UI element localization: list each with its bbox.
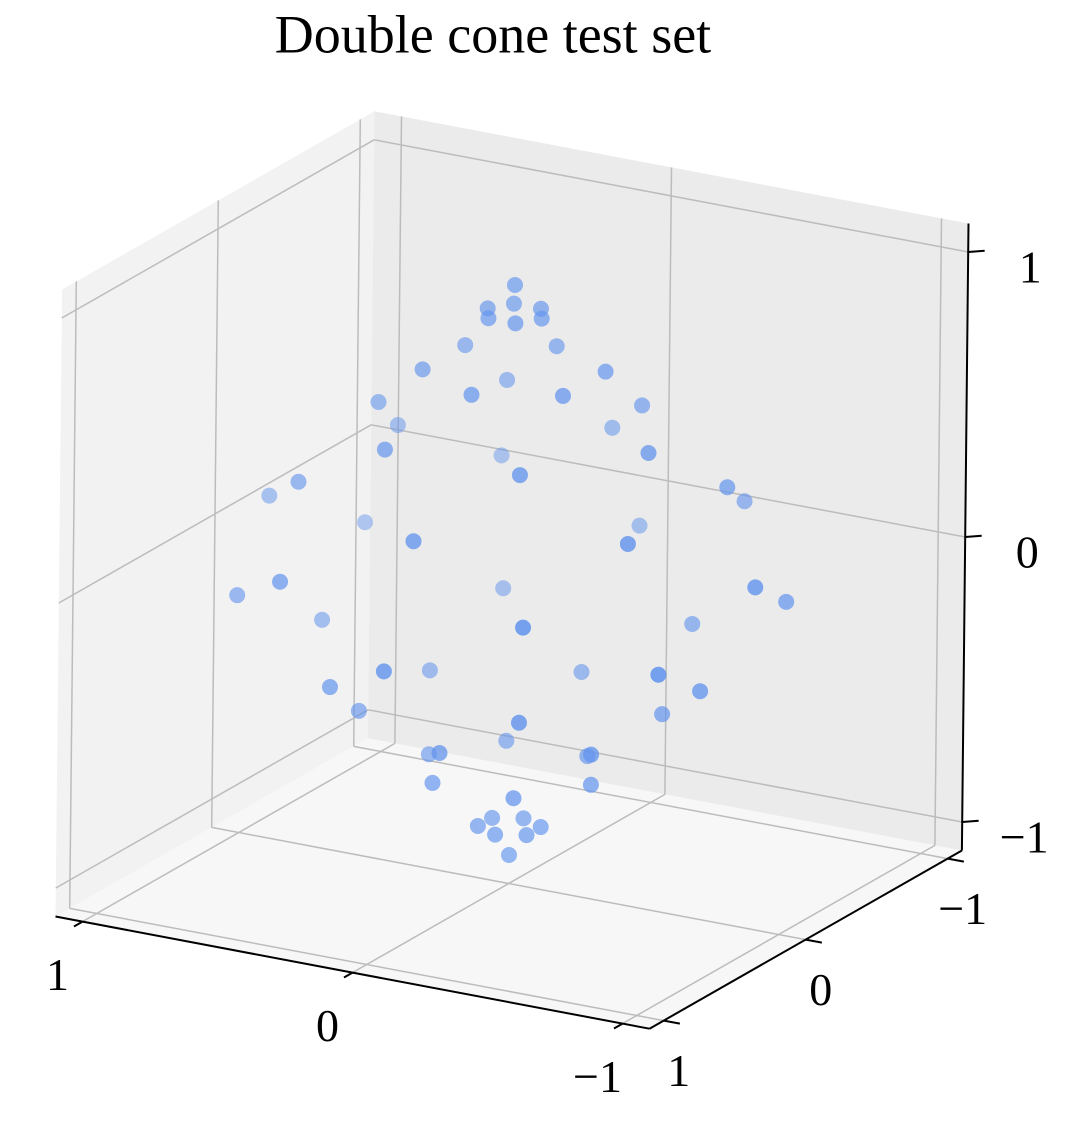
point — [640, 445, 657, 461]
point — [321, 679, 338, 696]
point — [736, 493, 753, 510]
point — [515, 810, 532, 827]
point — [719, 479, 736, 496]
y-axis — [649, 849, 963, 1030]
point — [573, 664, 590, 680]
point — [424, 774, 441, 791]
point — [579, 748, 596, 765]
tick-mark — [968, 249, 985, 253]
point — [619, 535, 636, 552]
point — [370, 394, 387, 410]
tick-mark — [805, 938, 823, 944]
point — [314, 611, 331, 628]
tick-mark — [73, 920, 83, 928]
point — [532, 819, 549, 836]
y-tick-label: 1 — [667, 1045, 690, 1096]
point — [634, 397, 651, 414]
point — [499, 371, 516, 388]
grid-line — [371, 424, 966, 538]
point — [532, 300, 549, 317]
y-tick-label: 0 — [809, 964, 832, 1015]
point — [498, 732, 515, 749]
point — [555, 387, 571, 404]
point — [463, 386, 480, 403]
grid-line — [55, 709, 369, 889]
point — [493, 447, 510, 464]
point — [487, 826, 504, 843]
point — [650, 666, 667, 683]
point — [501, 847, 517, 863]
point — [484, 809, 501, 826]
point — [375, 663, 392, 680]
tick-mark — [965, 534, 982, 538]
grid-line — [353, 745, 948, 860]
point — [414, 361, 431, 378]
point — [357, 514, 373, 531]
point — [507, 277, 523, 293]
tick-mark — [947, 857, 965, 863]
grid-line — [211, 826, 806, 941]
point — [389, 417, 406, 434]
point — [469, 817, 486, 834]
x-tick-label: 0 — [316, 1000, 339, 1051]
point — [511, 467, 528, 484]
tick-mark — [962, 819, 979, 823]
point — [290, 473, 307, 490]
point — [457, 337, 474, 354]
point — [518, 827, 535, 844]
point — [515, 619, 532, 636]
point — [548, 338, 565, 355]
point — [505, 295, 522, 312]
point — [376, 441, 393, 458]
y-tick-label: −1 — [938, 883, 987, 934]
point — [778, 593, 795, 610]
grid-line — [58, 424, 372, 604]
point — [480, 310, 497, 327]
point — [505, 790, 522, 807]
x-tick-label: 1 — [46, 949, 69, 1000]
tick-mark — [613, 1022, 623, 1030]
point — [654, 706, 671, 723]
point — [631, 517, 648, 534]
point — [261, 487, 278, 504]
point — [420, 746, 437, 763]
point — [692, 683, 709, 700]
point — [507, 315, 524, 332]
z-axis — [960, 223, 970, 851]
tick-mark — [663, 1019, 681, 1025]
point — [495, 580, 512, 597]
z-tick-label: 1 — [1019, 242, 1042, 293]
x-tick-label: −1 — [573, 1051, 622, 1102]
point — [421, 662, 438, 679]
grid-line — [61, 139, 375, 319]
chart-title: Double cone test set — [275, 4, 711, 64]
x-axis — [55, 915, 650, 1030]
point — [582, 776, 599, 793]
tick-mark — [343, 971, 353, 979]
point — [510, 714, 527, 731]
point — [597, 363, 614, 380]
z-tick-label: −1 — [1000, 812, 1049, 863]
point — [684, 615, 701, 632]
z-tick-label: 0 — [1016, 527, 1039, 578]
point — [405, 533, 422, 550]
point — [350, 702, 367, 719]
point — [604, 419, 621, 436]
point — [747, 579, 764, 596]
point — [229, 587, 246, 604]
grid-line — [368, 709, 963, 823]
grid-line — [374, 139, 969, 253]
point — [272, 573, 289, 590]
grid-line — [69, 907, 664, 1022]
